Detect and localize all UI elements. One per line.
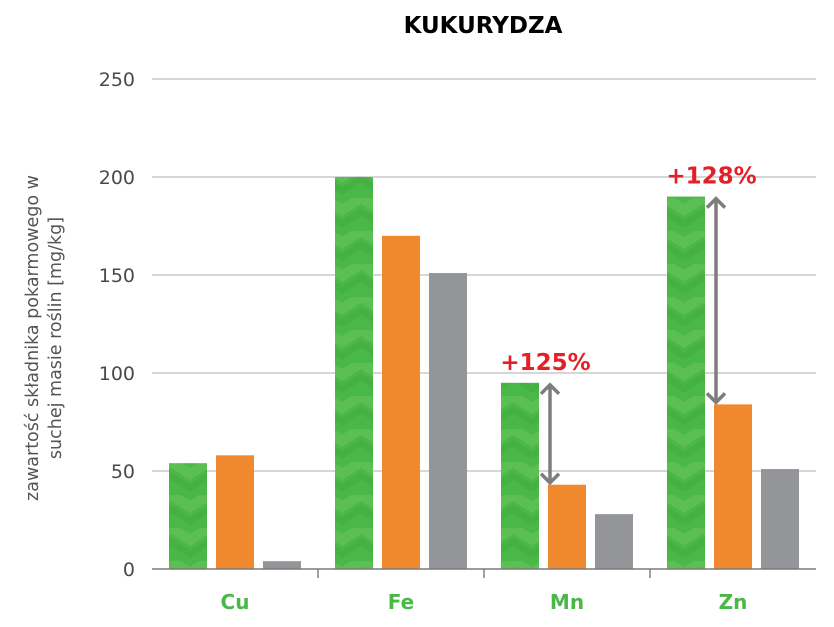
y-axis-ticks: 0 50 100 150 200 250	[99, 69, 135, 581]
y-tick-label-50: 50	[111, 461, 135, 483]
bar-mn-series-3	[595, 514, 633, 569]
y-axis-label-line-1: zawartość składnika pokarmowego w	[23, 175, 43, 501]
annotation-arrow-zn	[705, 196, 727, 405]
bars	[169, 177, 799, 570]
x-axis	[152, 568, 816, 578]
x-tick-label-zn: Zn	[719, 590, 748, 614]
x-tick-label-fe: Fe	[388, 590, 414, 614]
y-tick-label-200: 200	[99, 167, 135, 189]
bar-zn-series-1	[667, 196, 705, 569]
y-tick-label-100: 100	[99, 363, 135, 385]
x-axis-ticks: Cu Fe Mn Zn	[221, 590, 748, 614]
annotation-arrow-mn	[539, 382, 561, 486]
bar-fe-series-2	[382, 235, 420, 570]
y-tick-label-250: 250	[99, 69, 135, 91]
bar-cu-series-3	[263, 561, 301, 569]
y-axis-label-line-2: suchej masie roślin [mg/kg]	[46, 217, 66, 459]
annotation-label-zn: +128%	[666, 164, 756, 190]
bar-cu-series-2	[216, 455, 254, 569]
y-tick-label-150: 150	[99, 265, 135, 287]
annotations: +125% +128%	[500, 164, 757, 486]
x-tick-label-mn: Mn	[550, 590, 584, 614]
bar-mn-series-1	[501, 382, 539, 569]
x-tick-label-cu: Cu	[221, 590, 250, 614]
bar-zn-series-3	[761, 469, 799, 569]
bar-zn-series-2	[714, 404, 752, 569]
bar-mn-series-2	[548, 484, 586, 569]
bar-fe-series-3	[429, 273, 467, 569]
y-axis-label: zawartość składnika pokarmowego w suchej…	[23, 175, 66, 501]
bar-cu-series-1	[169, 463, 207, 569]
y-tick-label-0: 0	[123, 559, 135, 581]
bar-fe-series-1	[335, 177, 373, 569]
annotation-label-mn: +125%	[500, 350, 590, 376]
grid	[152, 78, 816, 472]
chart-title: KUKURYDZA	[404, 13, 563, 39]
